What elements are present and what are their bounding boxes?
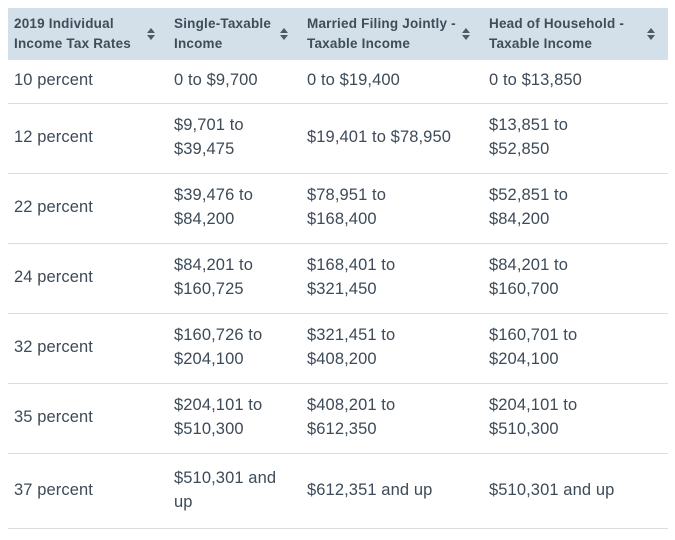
rate-cell: 37 percent [8, 453, 168, 529]
column-header-label: 2019 Individual Income Tax Rates [14, 16, 131, 51]
single-income-cell: $204,101 to $510,300 [168, 383, 301, 454]
column-header-label: Single-Taxable Income [174, 16, 272, 51]
table-row: 24 percent $84,201 to $160,725 $168,401 … [8, 243, 668, 314]
married-income-cell: $19,401 to $78,950 [301, 103, 483, 174]
sort-arrows-icon[interactable] [647, 28, 655, 40]
column-header-head-of-household-income[interactable]: Head of Household - Taxable Income [483, 8, 668, 60]
single-income-cell: $9,701 to $39,475 [168, 103, 301, 174]
sort-arrows-icon[interactable] [280, 28, 288, 40]
header-row: 2019 Individual Income Tax Rates Single-… [8, 8, 668, 60]
head-income-cell: $160,701 to $204,100 [483, 313, 668, 384]
single-income-cell: $84,201 to $160,725 [168, 243, 301, 314]
column-header-tax-rates[interactable]: 2019 Individual Income Tax Rates [8, 8, 168, 60]
married-income-cell: $612,351 and up [301, 453, 483, 529]
tax-rates-table: 2019 Individual Income Tax Rates Single-… [8, 8, 668, 529]
head-income-cell: 0 to $13,850 [483, 60, 668, 104]
tax-table-container: 2019 Individual Income Tax Rates Single-… [8, 8, 668, 529]
table-row: 37 percent $510,301 and up $612,351 and … [8, 453, 668, 529]
head-income-cell: $84,201 to $160,700 [483, 243, 668, 314]
married-income-cell: $168,401 to $321,450 [301, 243, 483, 314]
column-header-single-income[interactable]: Single-Taxable Income [168, 8, 301, 60]
column-header-label: Married Filing Jointly - Taxable Income [307, 16, 456, 51]
column-header-married-jointly-income[interactable]: Married Filing Jointly - Taxable Income [301, 8, 483, 60]
rate-cell: 12 percent [8, 103, 168, 174]
single-income-cell: $510,301 and up [168, 453, 301, 529]
rate-cell: 22 percent [8, 173, 168, 244]
single-income-cell: 0 to $9,700 [168, 60, 301, 104]
head-income-cell: $204,101 to $510,300 [483, 383, 668, 454]
married-income-cell: $408,201 to $612,350 [301, 383, 483, 454]
married-income-cell: 0 to $19,400 [301, 60, 483, 104]
column-header-label: Head of Household - Taxable Income [489, 16, 625, 51]
rate-cell: 32 percent [8, 313, 168, 384]
rate-cell: 35 percent [8, 383, 168, 454]
table-row: 12 percent $9,701 to $39,475 $19,401 to … [8, 103, 668, 174]
head-income-cell: $510,301 and up [483, 453, 668, 529]
sort-arrows-icon[interactable] [147, 28, 155, 40]
table-row: 32 percent $160,726 to $204,100 $321,451… [8, 313, 668, 384]
rate-cell: 24 percent [8, 243, 168, 314]
single-income-cell: $39,476 to $84,200 [168, 173, 301, 244]
table-row: 22 percent $39,476 to $84,200 $78,951 to… [8, 173, 668, 244]
single-income-cell: $160,726 to $204,100 [168, 313, 301, 384]
married-income-cell: $78,951 to $168,400 [301, 173, 483, 244]
table-row: 35 percent $204,101 to $510,300 $408,201… [8, 383, 668, 454]
sort-arrows-icon[interactable] [462, 28, 470, 40]
table-row: 10 percent 0 to $9,700 0 to $19,400 0 to… [8, 60, 668, 104]
head-income-cell: $52,851 to $84,200 [483, 173, 668, 244]
married-income-cell: $321,451 to $408,200 [301, 313, 483, 384]
head-income-cell: $13,851 to $52,850 [483, 103, 668, 174]
rate-cell: 10 percent [8, 60, 168, 104]
